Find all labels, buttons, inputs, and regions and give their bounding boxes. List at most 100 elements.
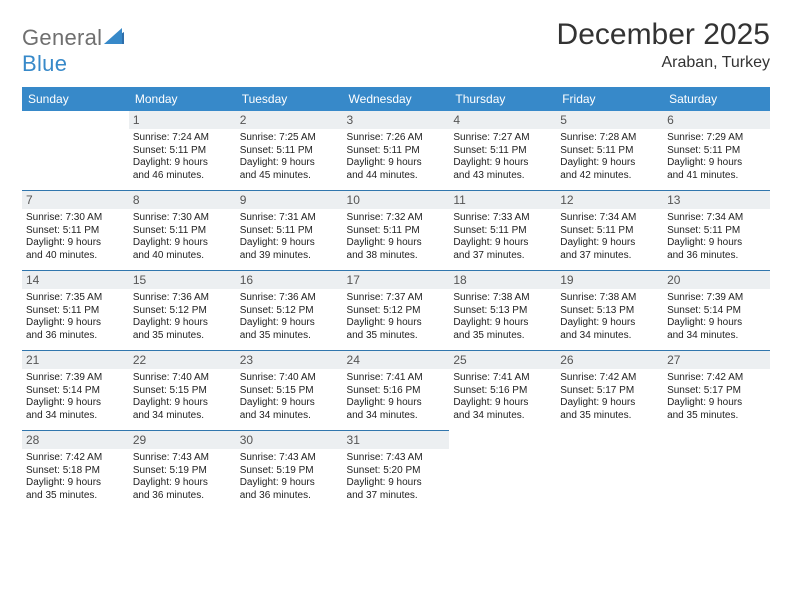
day-number: 19: [556, 271, 663, 289]
day-number: 17: [343, 271, 450, 289]
day-cell: [449, 431, 556, 511]
week-row: 7Sunrise: 7:30 AMSunset: 5:11 PMDaylight…: [22, 191, 770, 271]
day-number: 18: [449, 271, 556, 289]
cell-daylight1: Daylight: 9 hours: [560, 237, 659, 250]
cell-daylight2: and 44 minutes.: [347, 170, 446, 183]
cell-daylight1: Daylight: 9 hours: [347, 157, 446, 170]
cell-daylight2: and 36 minutes.: [240, 490, 339, 503]
cell-sunrise: Sunrise: 7:30 AM: [133, 212, 232, 225]
day-number: 29: [129, 431, 236, 449]
day-cell: 4Sunrise: 7:27 AMSunset: 5:11 PMDaylight…: [449, 111, 556, 191]
cell-sunset: Sunset: 5:19 PM: [133, 465, 232, 478]
day-cell: 3Sunrise: 7:26 AMSunset: 5:11 PMDaylight…: [343, 111, 450, 191]
cell-daylight1: Daylight: 9 hours: [453, 237, 552, 250]
cell-daylight2: and 36 minutes.: [26, 330, 125, 343]
day-number: 21: [22, 351, 129, 369]
day-number: 8: [129, 191, 236, 209]
logo-text: General Blue: [22, 24, 124, 77]
cell-sunset: Sunset: 5:13 PM: [453, 305, 552, 318]
day-cell: 22Sunrise: 7:40 AMSunset: 5:15 PMDayligh…: [129, 351, 236, 431]
cell-sunrise: Sunrise: 7:36 AM: [133, 292, 232, 305]
header: General Blue December 2025 Araban, Turke…: [22, 18, 770, 77]
cell-daylight1: Daylight: 9 hours: [667, 157, 766, 170]
day-number: 22: [129, 351, 236, 369]
day-number: 1: [129, 111, 236, 129]
day-cell: 28Sunrise: 7:42 AMSunset: 5:18 PMDayligh…: [22, 431, 129, 511]
cell-sunset: Sunset: 5:20 PM: [347, 465, 446, 478]
cell-daylight1: Daylight: 9 hours: [453, 157, 552, 170]
cell-daylight2: and 36 minutes.: [133, 490, 232, 503]
cell-daylight2: and 35 minutes.: [667, 410, 766, 423]
cell-daylight2: and 35 minutes.: [453, 330, 552, 343]
day-number: 5: [556, 111, 663, 129]
day-cell: 19Sunrise: 7:38 AMSunset: 5:13 PMDayligh…: [556, 271, 663, 351]
day-number: 28: [22, 431, 129, 449]
cell-sunrise: Sunrise: 7:37 AM: [347, 292, 446, 305]
day-cell: 10Sunrise: 7:32 AMSunset: 5:11 PMDayligh…: [343, 191, 450, 271]
day-number: 16: [236, 271, 343, 289]
sail-icon: [104, 24, 124, 50]
cell-daylight2: and 34 minutes.: [667, 330, 766, 343]
cell-sunrise: Sunrise: 7:30 AM: [26, 212, 125, 225]
day-cell: 2Sunrise: 7:25 AMSunset: 5:11 PMDaylight…: [236, 111, 343, 191]
cell-sunrise: Sunrise: 7:42 AM: [667, 372, 766, 385]
cell-sunset: Sunset: 5:15 PM: [240, 385, 339, 398]
day-cell: 17Sunrise: 7:37 AMSunset: 5:12 PMDayligh…: [343, 271, 450, 351]
cell-sunrise: Sunrise: 7:36 AM: [240, 292, 339, 305]
day-cell: 27Sunrise: 7:42 AMSunset: 5:17 PMDayligh…: [663, 351, 770, 431]
day-number: 12: [556, 191, 663, 209]
day-number: 26: [556, 351, 663, 369]
cell-daylight1: Daylight: 9 hours: [26, 397, 125, 410]
day-number: 15: [129, 271, 236, 289]
day-cell: 6Sunrise: 7:29 AMSunset: 5:11 PMDaylight…: [663, 111, 770, 191]
day-cell: 1Sunrise: 7:24 AMSunset: 5:11 PMDaylight…: [129, 111, 236, 191]
cell-daylight2: and 43 minutes.: [453, 170, 552, 183]
title-block: December 2025 Araban, Turkey: [557, 18, 770, 72]
cell-sunrise: Sunrise: 7:32 AM: [347, 212, 446, 225]
cell-daylight1: Daylight: 9 hours: [240, 397, 339, 410]
day-number: 23: [236, 351, 343, 369]
cell-daylight2: and 34 minutes.: [560, 330, 659, 343]
day-number: 10: [343, 191, 450, 209]
cell-daylight1: Daylight: 9 hours: [560, 157, 659, 170]
day-number: 6: [663, 111, 770, 129]
cell-sunset: Sunset: 5:12 PM: [133, 305, 232, 318]
cell-daylight2: and 37 minutes.: [453, 250, 552, 263]
day-number: 20: [663, 271, 770, 289]
day-cell: [663, 431, 770, 511]
cell-sunrise: Sunrise: 7:39 AM: [667, 292, 766, 305]
cell-sunset: Sunset: 5:18 PM: [26, 465, 125, 478]
day-cell: 11Sunrise: 7:33 AMSunset: 5:11 PMDayligh…: [449, 191, 556, 271]
day-header: Thursday: [449, 87, 556, 111]
cell-daylight1: Daylight: 9 hours: [453, 397, 552, 410]
calendar-head: SundayMondayTuesdayWednesdayThursdayFrid…: [22, 87, 770, 111]
day-cell: 21Sunrise: 7:39 AMSunset: 5:14 PMDayligh…: [22, 351, 129, 431]
cell-daylight2: and 35 minutes.: [240, 330, 339, 343]
day-cell: 26Sunrise: 7:42 AMSunset: 5:17 PMDayligh…: [556, 351, 663, 431]
cell-daylight2: and 45 minutes.: [240, 170, 339, 183]
cell-daylight2: and 35 minutes.: [133, 330, 232, 343]
calendar-table: SundayMondayTuesdayWednesdayThursdayFrid…: [22, 87, 770, 510]
cell-daylight1: Daylight: 9 hours: [347, 317, 446, 330]
cell-daylight2: and 34 minutes.: [453, 410, 552, 423]
day-cell: 30Sunrise: 7:43 AMSunset: 5:19 PMDayligh…: [236, 431, 343, 511]
cell-daylight2: and 35 minutes.: [347, 330, 446, 343]
day-cell: 14Sunrise: 7:35 AMSunset: 5:11 PMDayligh…: [22, 271, 129, 351]
cell-sunrise: Sunrise: 7:40 AM: [133, 372, 232, 385]
cell-sunrise: Sunrise: 7:35 AM: [26, 292, 125, 305]
cell-sunset: Sunset: 5:17 PM: [667, 385, 766, 398]
cell-sunset: Sunset: 5:11 PM: [560, 225, 659, 238]
cell-daylight1: Daylight: 9 hours: [347, 237, 446, 250]
cell-daylight1: Daylight: 9 hours: [26, 317, 125, 330]
cell-sunrise: Sunrise: 7:39 AM: [26, 372, 125, 385]
week-row: 28Sunrise: 7:42 AMSunset: 5:18 PMDayligh…: [22, 431, 770, 511]
day-header: Wednesday: [343, 87, 450, 111]
day-cell: [22, 111, 129, 191]
cell-sunrise: Sunrise: 7:28 AM: [560, 132, 659, 145]
cell-daylight2: and 39 minutes.: [240, 250, 339, 263]
day-number: 9: [236, 191, 343, 209]
cell-sunrise: Sunrise: 7:34 AM: [667, 212, 766, 225]
cell-sunset: Sunset: 5:11 PM: [26, 225, 125, 238]
day-number: 30: [236, 431, 343, 449]
day-cell: 31Sunrise: 7:43 AMSunset: 5:20 PMDayligh…: [343, 431, 450, 511]
